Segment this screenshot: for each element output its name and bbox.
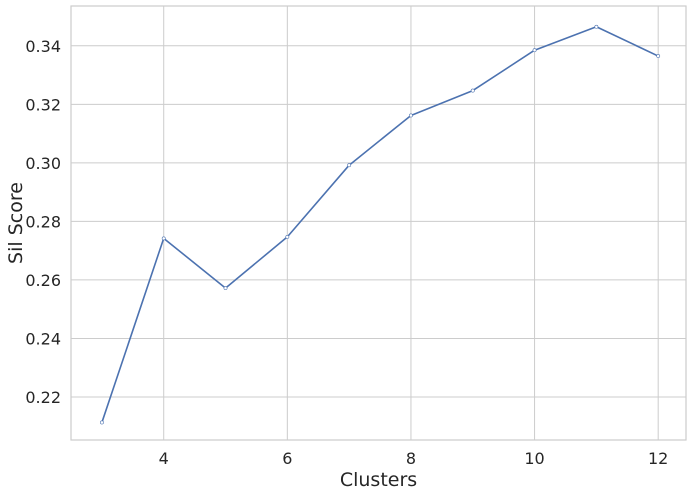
series-line [101, 25, 659, 423]
y-tick-label: 0.34 [25, 37, 61, 56]
data-point [656, 54, 661, 58]
data-point [409, 113, 413, 118]
y-tick-label: 0.32 [25, 95, 61, 114]
x-tick-label: 10 [524, 449, 544, 468]
y-tick-label: 0.22 [25, 388, 61, 407]
data-point [470, 88, 475, 93]
data-point [285, 235, 290, 239]
y-axis-title: Sil Score [5, 182, 27, 264]
x-tick-label: 12 [648, 449, 668, 468]
data-point [223, 286, 228, 291]
data-point [161, 236, 166, 241]
y-tick-label: 0.30 [25, 154, 61, 173]
data-point [347, 163, 352, 168]
y-tick-label: 0.28 [25, 212, 61, 231]
x-tick-label: 4 [159, 449, 169, 468]
x-tick-label: 8 [406, 449, 416, 468]
data-point [532, 48, 537, 53]
plot-frame [70, 5, 687, 441]
data-point [100, 420, 104, 425]
y-tick-label: 0.26 [25, 271, 61, 290]
x-tick-label: 6 [282, 449, 292, 468]
series [100, 24, 661, 425]
data-point [594, 24, 599, 29]
x-tick-labels: 4 6 8 10 12 [159, 449, 669, 468]
y-tick-label: 0.24 [25, 329, 61, 348]
grid [71, 6, 686, 440]
y-tick-labels: 0.22 0.24 0.26 0.28 0.30 0.32 0.34 [25, 37, 61, 407]
x-axis-title: Clusters [340, 469, 417, 491]
